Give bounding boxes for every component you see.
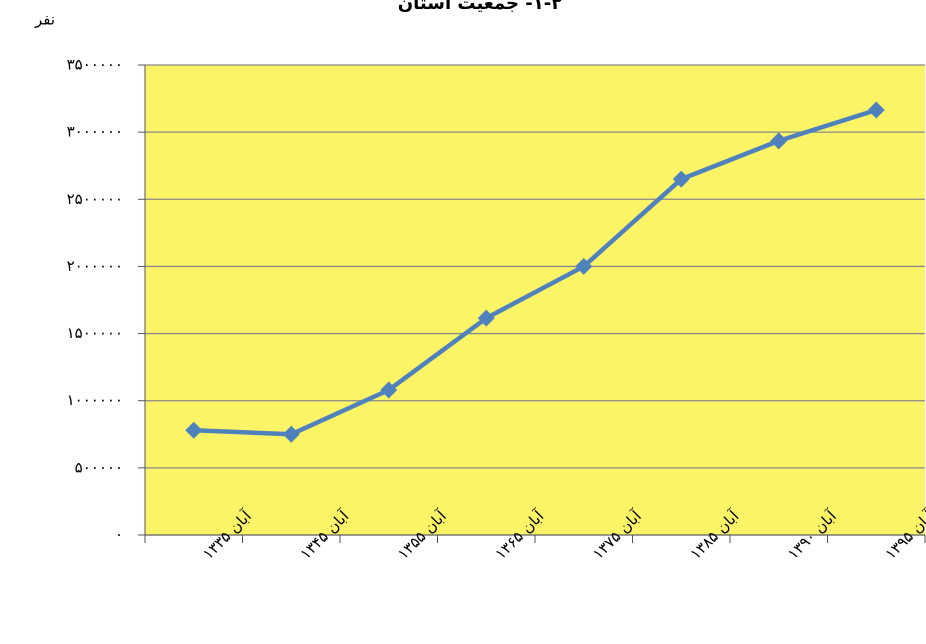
data-point — [575, 257, 593, 275]
data-point — [477, 309, 495, 327]
chart-title: ۱-۲- جمعیت استان — [398, 0, 562, 14]
y-tick-label: ۱۵۰۰۰۰۰ — [67, 324, 123, 342]
series-line — [193, 107, 877, 437]
y-tick-label: ۱۰۰۰۰۰۰ — [67, 391, 123, 409]
y-tick-label: ۳۵۰۰۰۰۰ — [67, 56, 123, 74]
y-tick-label: ۰ — [115, 526, 123, 544]
y-tick-label: ۵۰۰۰۰۰ — [75, 458, 123, 476]
data-point — [867, 101, 885, 119]
data-point — [185, 421, 203, 439]
data-point — [282, 425, 300, 443]
data-point — [672, 170, 690, 188]
data-point — [380, 381, 398, 399]
y-axis-label: نفر — [34, 11, 55, 29]
y-tick-label: ۳۰۰۰۰۰۰ — [67, 123, 123, 141]
y-tick-label: ۲۵۰۰۰۰۰ — [67, 190, 123, 208]
plot-area — [145, 65, 925, 535]
y-tick-label: ۲۰۰۰۰۰۰ — [67, 257, 123, 275]
data-point — [770, 132, 788, 150]
